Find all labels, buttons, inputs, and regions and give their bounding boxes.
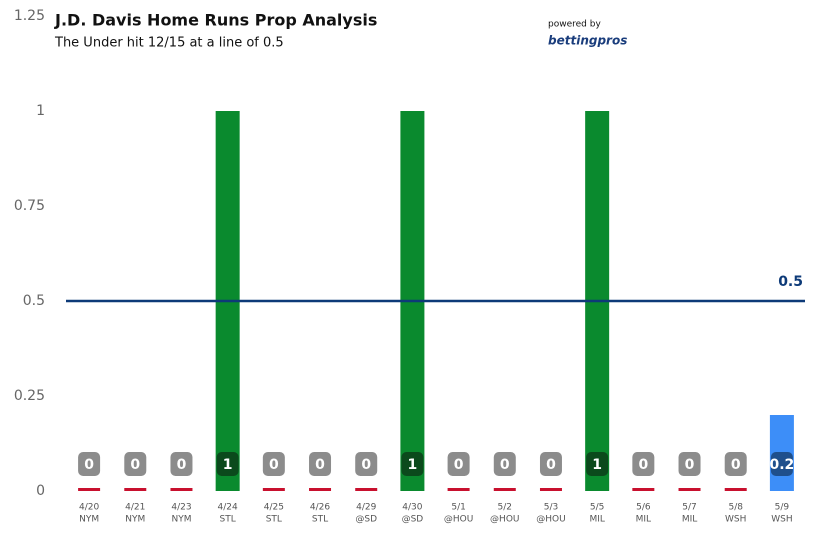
x-tick-label: 5/2	[498, 503, 512, 513]
value-label-box	[355, 452, 378, 476]
value-label-box	[678, 452, 701, 476]
x-tick-opponent: NYM	[79, 515, 99, 525]
x-tick-label: 5/7	[682, 503, 696, 513]
x-tick-opponent: STL	[312, 515, 328, 525]
brand: bettingpros	[548, 34, 627, 48]
y-tick-label: 0.5	[23, 293, 45, 309]
value-label-box	[124, 452, 147, 476]
value-label: 0	[269, 457, 279, 473]
value-label: 0	[177, 457, 187, 473]
bar	[447, 488, 470, 491]
value-label-box	[262, 452, 285, 476]
value-label-box	[539, 452, 562, 476]
value-label-box	[632, 452, 655, 476]
value-label-box	[493, 452, 516, 476]
chart-title: J.D. Davis Home Runs Prop Analysis	[54, 11, 377, 30]
x-tick-opponent: MIL	[636, 515, 651, 525]
value-label-box	[309, 452, 332, 476]
chart-subtitle: The Under hit 12/15 at a line of 0.5	[54, 36, 284, 51]
value-label-box	[401, 452, 424, 476]
x-tick-opponent: @HOU	[444, 515, 473, 525]
x-tick-label: 5/8	[728, 503, 743, 513]
value-label: 0	[546, 457, 556, 473]
bar	[355, 488, 378, 491]
x-tick-label: 4/26	[310, 503, 330, 513]
bar	[170, 488, 193, 491]
value-label: 1	[223, 457, 233, 473]
bar	[493, 488, 516, 491]
x-tick-opponent: STL	[220, 515, 236, 525]
value-label: 0	[315, 457, 325, 473]
y-tick-label: 0.75	[14, 198, 45, 214]
value-label: 0	[361, 457, 371, 473]
y-tick-label: 0.25	[14, 388, 45, 404]
prop-line-label: 0.5	[778, 274, 803, 290]
value-label-box	[770, 452, 793, 476]
x-tick-label: 5/1	[451, 503, 465, 513]
x-tick-label: 4/23	[171, 503, 191, 513]
x-tick-label: 5/5	[590, 503, 604, 513]
x-tick-label: 4/25	[264, 503, 284, 513]
value-label: 0.2	[770, 457, 795, 473]
bar	[724, 488, 747, 491]
value-label: 0	[638, 457, 648, 473]
bar	[539, 488, 562, 491]
value-label-box	[78, 452, 101, 476]
value-label: 0	[685, 457, 695, 473]
x-tick-opponent: MIL	[589, 515, 604, 525]
value-label-box	[216, 452, 239, 476]
bar	[678, 488, 701, 491]
y-tick-label: 1	[36, 103, 45, 119]
y-tick-label: 1.25	[14, 8, 45, 24]
value-label: 0	[454, 457, 464, 473]
brand-prefix: powered by	[548, 20, 601, 30]
y-tick-label: 0	[36, 483, 45, 499]
bar	[262, 488, 285, 491]
x-tick-label: 4/21	[125, 503, 145, 513]
x-tick-opponent: WSH	[725, 515, 746, 525]
x-tick-opponent: NYM	[125, 515, 145, 525]
x-tick-opponent: @HOU	[536, 515, 565, 525]
value-label-box	[447, 452, 470, 476]
x-tick-label: 4/20	[79, 503, 99, 513]
x-tick-opponent: MIL	[682, 515, 697, 525]
x-tick-opponent: @HOU	[490, 515, 519, 525]
bar	[309, 488, 332, 491]
value-label: 0	[731, 457, 741, 473]
value-label: 0	[84, 457, 94, 473]
x-tick-label: 4/30	[402, 503, 422, 513]
bar	[78, 488, 101, 491]
x-tick-opponent: @SD	[355, 515, 377, 525]
value-label: 1	[592, 457, 602, 473]
value-label-box	[724, 452, 747, 476]
x-tick-opponent: STL	[266, 515, 282, 525]
x-tick-label: 4/29	[356, 503, 376, 513]
x-tick-label: 5/6	[636, 503, 651, 513]
value-label-box	[170, 452, 193, 476]
x-tick-opponent: WSH	[771, 515, 792, 525]
bar	[124, 488, 147, 491]
value-label: 1	[408, 457, 418, 473]
x-tick-label: 5/9	[775, 503, 790, 513]
value-label: 0	[130, 457, 140, 473]
value-label: 0	[500, 457, 510, 473]
bar	[632, 488, 655, 491]
x-tick-opponent: @SD	[402, 515, 424, 525]
value-label-box	[586, 452, 609, 476]
x-tick-label: 5/3	[544, 503, 558, 513]
x-tick-label: 4/24	[218, 503, 238, 513]
x-tick-opponent: NYM	[171, 515, 191, 525]
